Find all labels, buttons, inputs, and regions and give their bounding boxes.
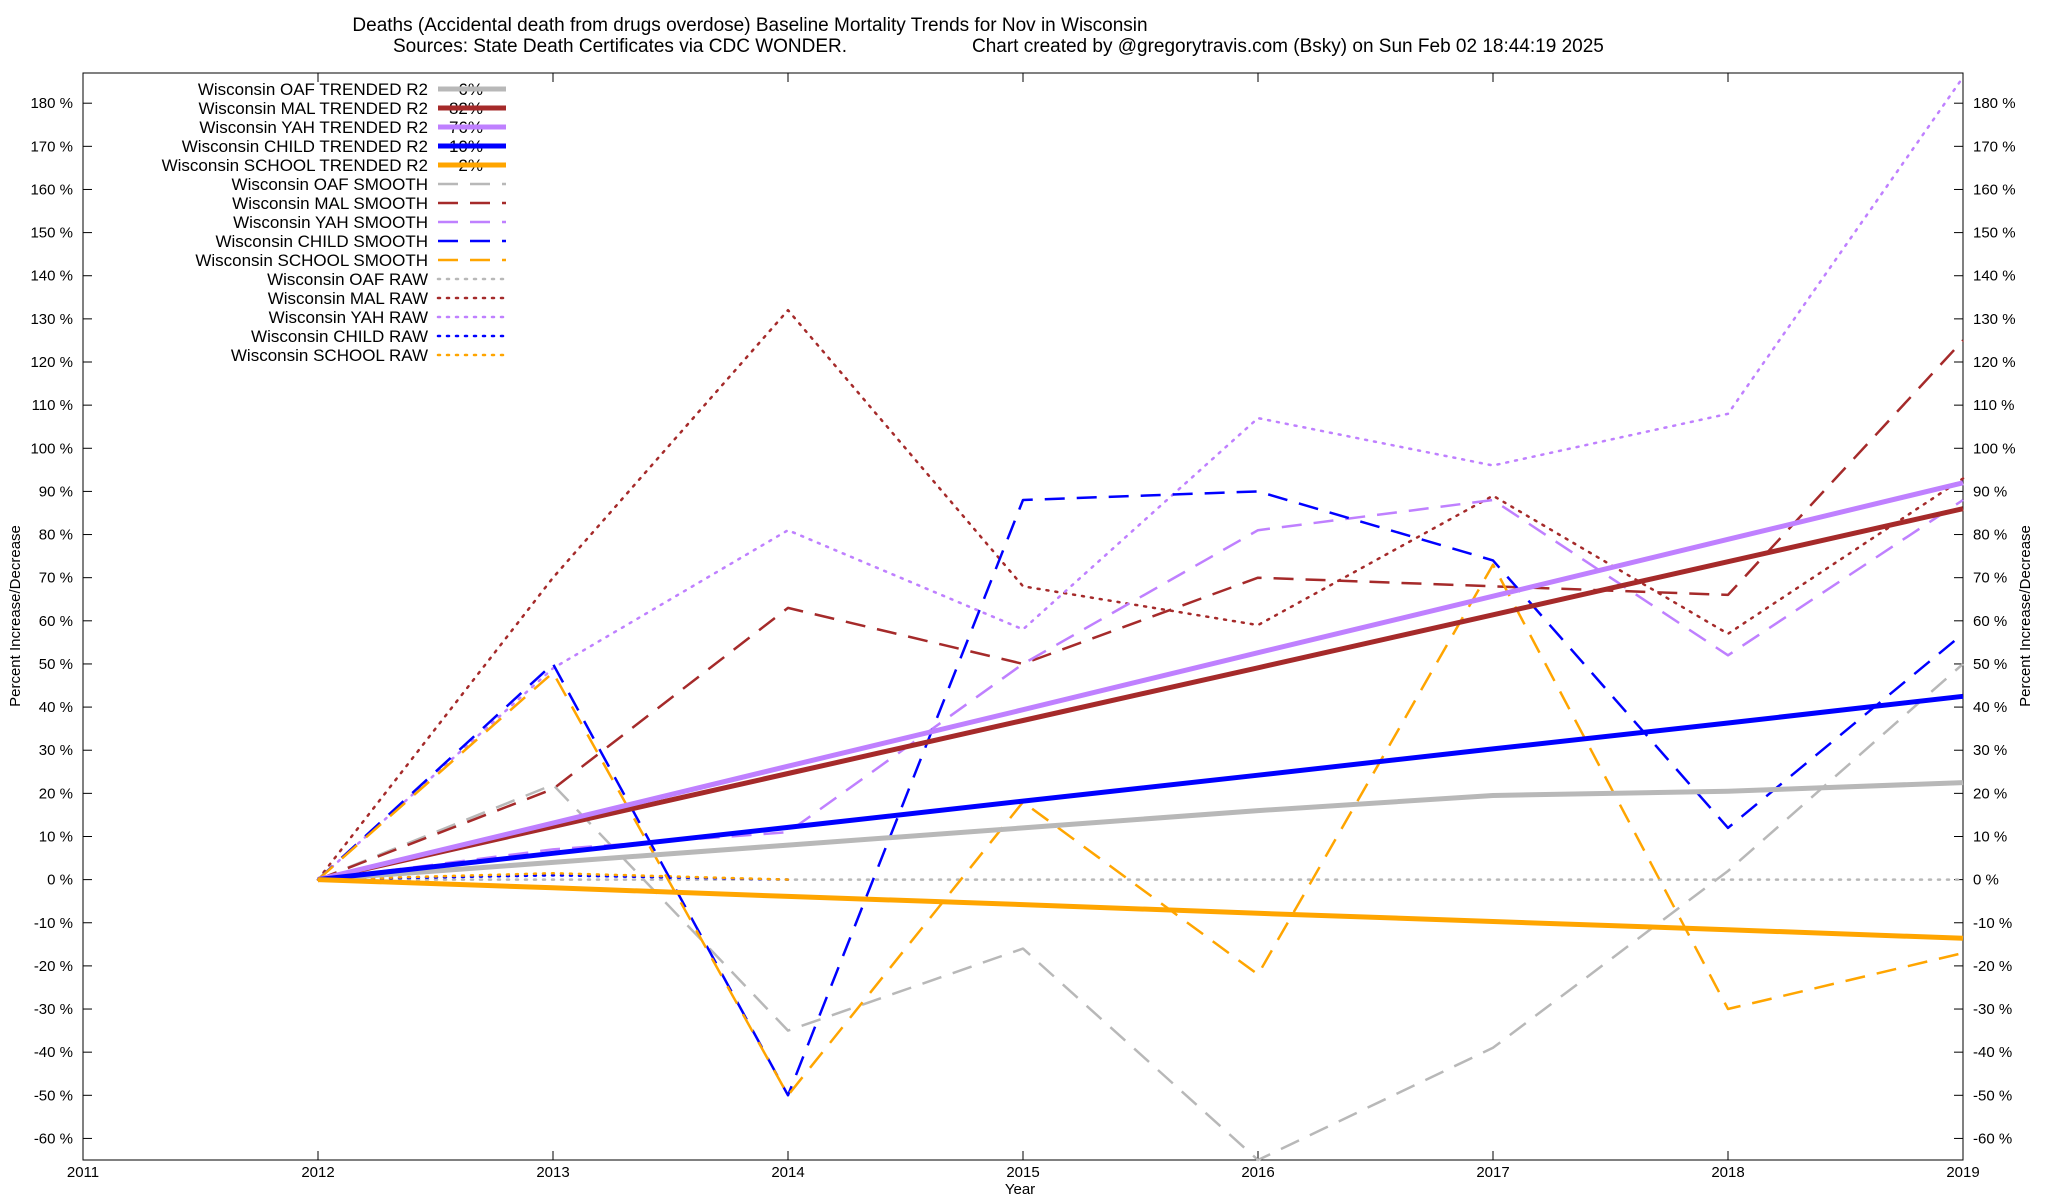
series-line-wisconsin-yah-trended-r2 — [317, 480, 1964, 883]
x-tick-label: 2015 — [1006, 1164, 1039, 1181]
x-tick-label: 2019 — [1946, 1164, 1979, 1181]
y-tick-label-right: -50 % — [1973, 1087, 2012, 1104]
y-tick-label-right: 90 % — [1973, 483, 2007, 500]
y-tick-label-right: 150 % — [1973, 225, 2016, 242]
series-line-wisconsin-mal-smooth — [317, 339, 1964, 881]
series-line-wisconsin-school-raw — [316, 871, 790, 881]
x-tick-label: 2017 — [1476, 1164, 1509, 1181]
chart-subtitle-credit: Chart created by @gregorytravis.com (Bsk… — [972, 36, 1604, 57]
y-tick-label-left: -30 % — [34, 1001, 73, 1018]
axes: 2011 2012 2013 2014 2015 2016 2017 2018 2019 -60 … — [30, 73, 2016, 1181]
y-tick-label-left: 0 % — [47, 872, 73, 889]
y-tick-label-left: 50 % — [39, 656, 73, 673]
legend-label: Wisconsin CHILD SMOOTH — [215, 232, 428, 251]
y-tick-label-left: 30 % — [39, 742, 73, 759]
y-tick-label-left: 40 % — [39, 699, 73, 716]
y-tick-label-left: 180 % — [30, 95, 73, 112]
y-tick-label-right: 0 % — [1973, 872, 1999, 889]
series-line-wisconsin-mal-trended-r2 — [317, 506, 1964, 883]
series-line-wisconsin-school-smooth — [317, 563, 1964, 1097]
legend-label: Wisconsin MAL RAW — [268, 289, 428, 308]
series-line-wisconsin-oaf-smooth — [317, 662, 1964, 1162]
legend-label: Wisconsin YAH SMOOTH — [233, 213, 428, 232]
y-tick-label-right: 110 % — [1973, 397, 2014, 414]
legend-label: Wisconsin SCHOOL SMOOTH — [195, 251, 428, 270]
y-tick-label-left: 160 % — [30, 181, 73, 198]
y-tick-label-left: -40 % — [34, 1044, 73, 1061]
y-tick-label-right: -40 % — [1973, 1044, 2012, 1061]
x-axis-label: Year — [1005, 1181, 1035, 1198]
y-tick-label-right: 120 % — [1973, 354, 2016, 371]
chart-subtitle-source: Sources: State Death Certificates via CD… — [393, 36, 847, 57]
y-tick-label-right: 100 % — [1973, 440, 2016, 457]
legend-label: Wisconsin OAF RAW — [267, 270, 428, 289]
series-layer — [316, 76, 1965, 1162]
y-tick-label-right: 60 % — [1973, 613, 2007, 630]
y-tick-label-left: -60 % — [34, 1130, 73, 1147]
legend-label: Wisconsin YAH RAW — [269, 308, 428, 327]
series-line-wisconsin-yah-smooth — [317, 498, 1964, 881]
legend-label: Wisconsin YAH TRENDED R2 — [199, 118, 428, 137]
legend-label: Wisconsin SCHOOL RAW — [231, 346, 428, 365]
y-tick-label-left: -10 % — [34, 915, 73, 932]
y-tick-label-left: 140 % — [30, 268, 73, 285]
series-line-wisconsin-school-trended-r2 — [317, 877, 1964, 941]
y-tick-label-right: 130 % — [1973, 311, 2016, 328]
y-tick-label-left: 100 % — [30, 440, 73, 457]
y-tick-label-right: 40 % — [1973, 699, 2007, 716]
x-tick-label: 2018 — [1711, 1164, 1744, 1181]
y-tick-label-right: 180 % — [1973, 95, 2016, 112]
y-tick-label-right: 30 % — [1973, 742, 2007, 759]
y-tick-label-left: 130 % — [30, 311, 73, 328]
y-tick-label-left: 80 % — [39, 527, 73, 544]
y-tick-label-right: -60 % — [1973, 1130, 2012, 1147]
series-line-wisconsin-mal-raw — [316, 308, 1965, 881]
legend-label: Wisconsin MAL SMOOTH — [232, 194, 428, 213]
y-tick-label-left: 110 % — [32, 397, 73, 414]
x-tick-label: 2012 — [301, 1164, 334, 1181]
y-tick-label-right: 160 % — [1973, 181, 2016, 198]
y-tick-label-left: -50 % — [34, 1087, 73, 1104]
series-line-wisconsin-child-trended-r2 — [317, 693, 1964, 883]
legend-label: Wisconsin OAF TRENDED R2 — [198, 80, 428, 99]
y-tick-label-right: 80 % — [1973, 527, 2007, 544]
y-tick-label-right: -20 % — [1973, 958, 2012, 975]
y-axis-label-left: Percent Increase/Decrease — [7, 525, 24, 707]
x-tick-label: 2016 — [1241, 1164, 1274, 1181]
y-tick-label-left: 150 % — [30, 225, 73, 242]
y-tick-label-left: 60 % — [39, 613, 73, 630]
y-tick-label-left: 90 % — [39, 483, 73, 500]
legend-label: Wisconsin OAF SMOOTH — [232, 175, 428, 194]
y-tick-label-left: -20 % — [34, 958, 73, 975]
series-line-wisconsin-child-raw — [316, 874, 790, 881]
legend-label: Wisconsin CHILD TRENDED R2 — [182, 137, 428, 156]
y-tick-label-right: 170 % — [1973, 138, 2016, 155]
y-axis-label-right: Percent Increase/Decrease — [2017, 525, 2034, 707]
y-tick-label-left: 70 % — [39, 570, 73, 587]
y-tick-label-left: 120 % — [30, 354, 73, 371]
series-line-wisconsin-child-smooth — [317, 490, 1964, 1097]
y-tick-label-right: -30 % — [1973, 1001, 2012, 1018]
y-tick-label-right: 140 % — [1973, 268, 2016, 285]
chart-title: Deaths (Accidental death from drugs over… — [352, 15, 1147, 36]
series-line-wisconsin-yah-raw — [316, 76, 1965, 881]
legend: Wisconsin OAF TRENDED R26%Wisconsin MAL … — [162, 80, 508, 365]
y-tick-label-right: 20 % — [1973, 785, 2007, 802]
y-tick-label-right: 70 % — [1973, 570, 2007, 587]
x-tick-label: 2013 — [536, 1164, 569, 1181]
y-tick-label-left: 170 % — [30, 138, 73, 155]
y-tick-label-right: 10 % — [1973, 828, 2007, 845]
y-tick-label-right: -10 % — [1973, 915, 2012, 932]
x-tick-label: 2014 — [771, 1164, 804, 1181]
x-tick-label: 2011 — [67, 1164, 99, 1181]
legend-label: Wisconsin CHILD RAW — [251, 327, 428, 346]
series-line-wisconsin-oaf-trended-r2 — [317, 780, 1964, 883]
legend-label: Wisconsin MAL TRENDED R2 — [198, 99, 428, 118]
legend-label: Wisconsin SCHOOL TRENDED R2 — [162, 156, 428, 175]
y-tick-label-left: 20 % — [39, 785, 73, 802]
y-tick-label-left: 10 % — [39, 828, 73, 845]
y-tick-label-right: 50 % — [1973, 656, 2007, 673]
